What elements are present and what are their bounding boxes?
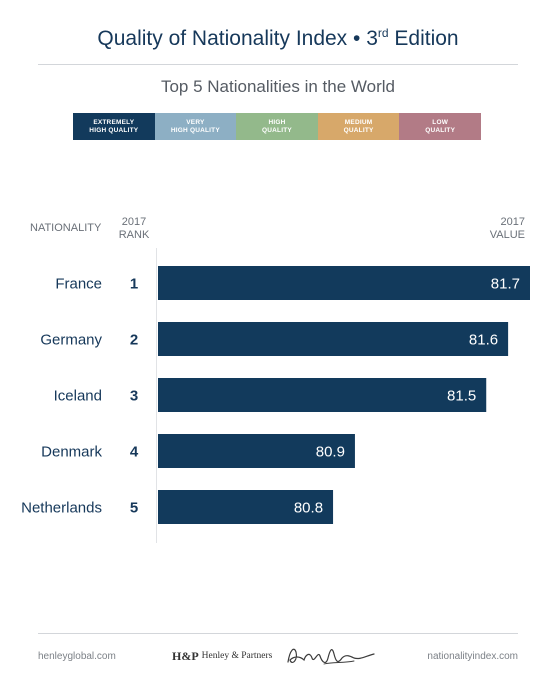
legend-extremely-high: EXTREMELY HIGH QUALITY	[73, 113, 155, 140]
value-label: 81.6	[469, 332, 498, 349]
chart-subtitle: Top 5 Nationalities in the World	[160, 77, 396, 96]
value-label: 81.5	[447, 388, 476, 405]
bar-denmark	[158, 434, 355, 468]
category-label: France	[55, 276, 102, 293]
column-header-value: 2017 VALUE	[489, 216, 525, 241]
rank-label: 3	[130, 388, 138, 405]
title-divider	[38, 64, 518, 65]
category-label: Germany	[40, 332, 102, 349]
footer-website-link[interactable]: henleyglobal.com	[38, 651, 116, 662]
column-header-nationality: NATIONALITY	[30, 222, 102, 234]
bar-iceland	[158, 378, 487, 412]
footer-branding: H&P Henley & Partners	[172, 641, 379, 671]
rank-label: 5	[130, 500, 138, 517]
value-label: 80.9	[316, 444, 345, 461]
legend-low: LOW QUALITY	[399, 113, 481, 140]
bar-germany	[158, 322, 509, 356]
category-label: Netherlands	[21, 500, 102, 517]
category-label: Iceland	[54, 388, 102, 405]
henley-logo-name: Henley & Partners	[201, 651, 273, 661]
value-label: 81.7	[491, 276, 520, 293]
page-title: Quality of Nationality Index • 3rd Editi…	[97, 26, 459, 50]
signature-icon	[287, 648, 375, 665]
rank-label: 4	[130, 444, 139, 461]
rank-label: 2	[130, 332, 138, 349]
bar-france	[158, 266, 530, 300]
category-label: Denmark	[41, 444, 102, 461]
bar-netherlands	[158, 490, 334, 524]
rank-label: 1	[130, 276, 138, 293]
legend-very-high: VERY HIGH QUALITY	[154, 113, 237, 140]
legend-medium: MEDIUM QUALITY	[317, 113, 400, 140]
chart-axis-line	[156, 248, 157, 543]
footer-index-link[interactable]: nationalityindex.com	[427, 651, 518, 662]
column-header-rank: 2017 RANK	[118, 216, 150, 241]
value-label: 80.8	[294, 500, 323, 517]
footer-divider	[38, 633, 518, 634]
legend-high: HIGH QUALITY	[236, 113, 318, 140]
quality-legend: EXTREMELY HIGH QUALITY VERY HIGH QUALITY…	[73, 113, 481, 140]
henley-logo: H&P	[172, 648, 199, 663]
